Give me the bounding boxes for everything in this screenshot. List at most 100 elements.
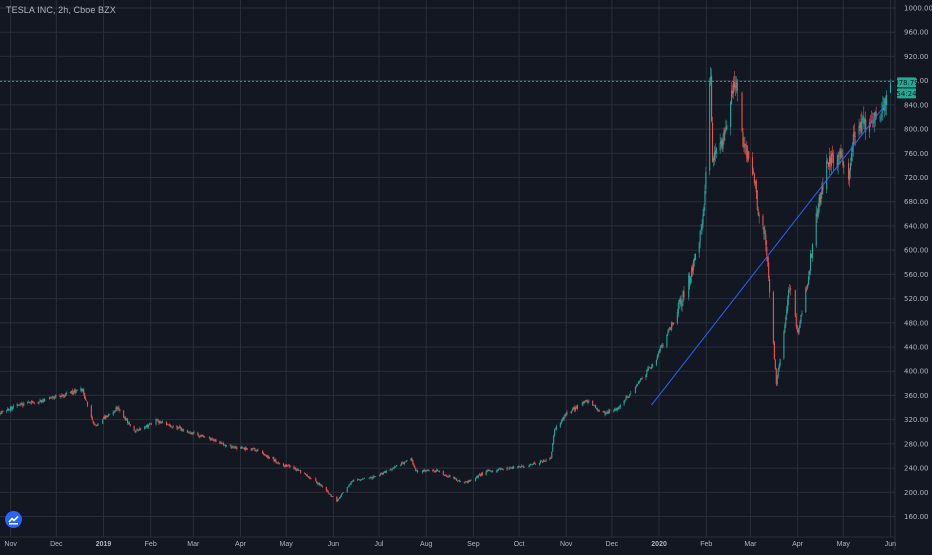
candle	[211, 437, 213, 440]
candle	[65, 392, 67, 397]
candle	[769, 276, 771, 298]
candle	[172, 425, 174, 428]
candle	[328, 493, 330, 495]
candle	[794, 289, 796, 318]
candle	[223, 441, 225, 447]
time-tick-label: 2020	[651, 541, 667, 548]
candle	[733, 71, 735, 92]
candle	[145, 424, 148, 429]
candle	[457, 480, 459, 482]
candle	[379, 474, 381, 477]
candle	[394, 465, 396, 469]
candle	[181, 427, 183, 432]
candle	[723, 127, 725, 145]
time-tick-label: Apr	[792, 541, 804, 548]
candle	[874, 110, 876, 127]
candle	[741, 91, 743, 133]
candle	[29, 401, 31, 404]
candle	[293, 465, 295, 470]
candle	[168, 423, 170, 427]
candle	[800, 314, 802, 324]
candle	[97, 423, 99, 427]
candle	[497, 467, 500, 471]
candle	[774, 359, 776, 370]
candle	[683, 286, 685, 301]
candle	[134, 430, 136, 434]
candle	[828, 147, 831, 176]
candle	[520, 464, 522, 468]
candle	[382, 471, 384, 475]
candle	[358, 478, 360, 481]
candle	[76, 389, 78, 392]
candle	[27, 400, 30, 404]
candle	[406, 459, 408, 461]
price-tick-label: 320.00	[904, 416, 929, 424]
price-tick-label: 760.00	[904, 150, 929, 158]
candle	[811, 242, 813, 262]
candle	[541, 461, 543, 464]
candle	[251, 447, 253, 452]
candle	[421, 469, 423, 474]
candle	[252, 448, 254, 451]
candle	[533, 462, 535, 465]
candle	[619, 403, 621, 409]
candle	[75, 389, 77, 394]
candle	[160, 420, 162, 424]
candle	[487, 469, 489, 472]
candle	[554, 428, 556, 437]
tradingview-logo-icon[interactable]	[5, 511, 22, 528]
candle	[353, 478, 355, 482]
candle	[59, 393, 61, 398]
candle	[71, 388, 73, 395]
candle	[528, 465, 530, 468]
candle	[545, 458, 547, 462]
candle	[477, 475, 479, 479]
candle	[416, 469, 418, 472]
candle	[858, 118, 860, 139]
candle	[562, 416, 564, 421]
candle	[606, 410, 608, 415]
candle	[28, 401, 31, 404]
candle	[455, 477, 457, 480]
candle	[236, 446, 238, 451]
candle	[657, 350, 659, 358]
candle	[2, 410, 4, 413]
candle	[265, 454, 267, 458]
candle	[758, 211, 760, 224]
price-tick-label: 840.00	[904, 101, 929, 109]
candle	[341, 492, 344, 495]
time-axis[interactable]: Nov Dec 2019 Feb Mar Apr May Jun Jul Aug Sep Oct Nov…	[0, 536, 896, 548]
candle	[652, 363, 654, 369]
candle	[534, 461, 536, 465]
candle	[714, 143, 716, 162]
candle	[362, 478, 364, 480]
candle	[268, 456, 270, 460]
candle	[326, 489, 328, 492]
candle	[662, 343, 664, 349]
price-axis[interactable]: 1000.00 960.00 920.00 880.00 840.00 800.00 760…	[894, 0, 932, 550]
candle	[232, 444, 234, 449]
candle	[370, 475, 372, 479]
candle	[55, 395, 57, 398]
candle	[602, 410, 604, 413]
candle	[491, 470, 493, 473]
candle	[316, 480, 318, 484]
candle	[711, 116, 714, 163]
candle	[518, 465, 520, 468]
candle	[454, 476, 456, 480]
candle	[850, 146, 852, 166]
candle	[329, 493, 331, 495]
candle	[885, 95, 887, 115]
candle	[145, 426, 147, 429]
candle	[319, 482, 321, 486]
candle	[321, 485, 324, 488]
candle	[585, 399, 587, 402]
candle	[115, 405, 117, 412]
candle	[385, 469, 387, 474]
candle	[138, 429, 140, 431]
candle	[726, 120, 728, 131]
candle	[809, 269, 811, 280]
candle	[155, 417, 157, 427]
